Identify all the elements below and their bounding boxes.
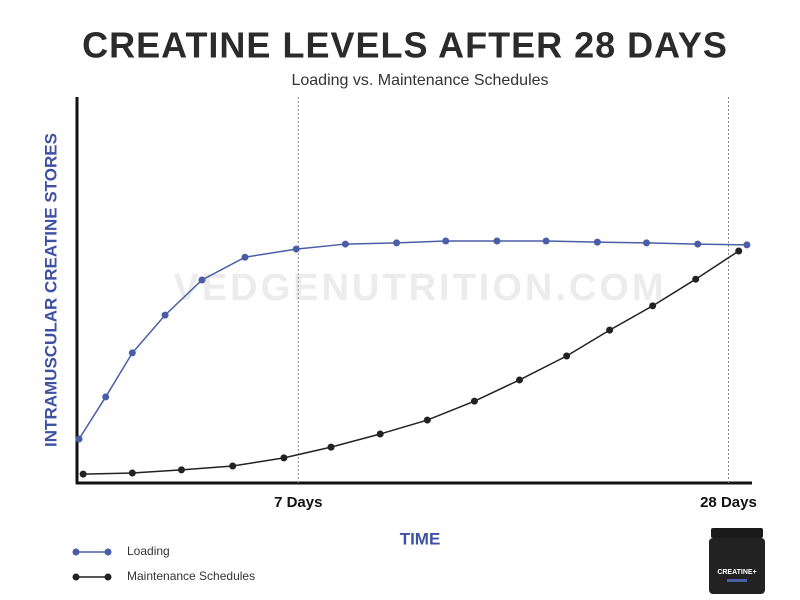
data-point [643,239,651,247]
data-point [161,311,169,319]
x-tick-label: 7 Days [274,494,322,511]
legend-label: Loading [127,544,170,558]
product-image: CREATINE+ [709,528,765,594]
data-point [241,253,249,261]
legend-marker [72,573,80,581]
data-point [542,237,550,245]
data-point [341,240,349,248]
jar-label: CREATINE+ [717,569,756,576]
data-point [442,237,450,245]
data-point [743,241,751,249]
legend-marker [104,548,112,556]
jar-lid [711,528,763,538]
chart-subtitle: Loading vs. Maintenance Schedules [291,72,548,89]
jar-body [709,538,765,594]
chart-title: CREATINE LEVELS AFTER 28 DAYS [82,25,728,66]
jar-stripe [727,579,747,582]
data-point [177,466,185,474]
data-point [128,349,136,357]
y-axis-label: INTRAMUSCULAR CREATINE STORES [41,133,60,447]
data-point [198,276,206,284]
data-point [735,247,743,255]
x-tick-label: 28 Days [700,494,757,511]
legend-label: Maintenance Schedules [127,569,255,583]
data-point [102,393,110,401]
data-point [79,470,87,478]
data-point [649,302,657,310]
data-point [376,430,384,438]
series-line [78,240,747,440]
legend-marker [72,548,80,556]
data-point [280,454,288,462]
data-point [292,245,300,253]
data-point [593,238,601,246]
data-point [327,443,335,451]
data-point [694,240,702,248]
data-point [493,237,501,245]
x-axis-label: TIME [400,529,441,548]
data-point [692,275,700,283]
data-point [423,416,431,424]
data-point [470,397,478,405]
data-point [75,435,83,443]
data-point [516,376,524,384]
data-point [393,239,401,247]
data-point [606,326,614,334]
data-point [563,352,571,360]
legend-marker [104,573,112,581]
data-point [229,462,237,470]
watermark: VEDGENUTRITION.COM [173,267,666,309]
data-point [128,469,136,477]
